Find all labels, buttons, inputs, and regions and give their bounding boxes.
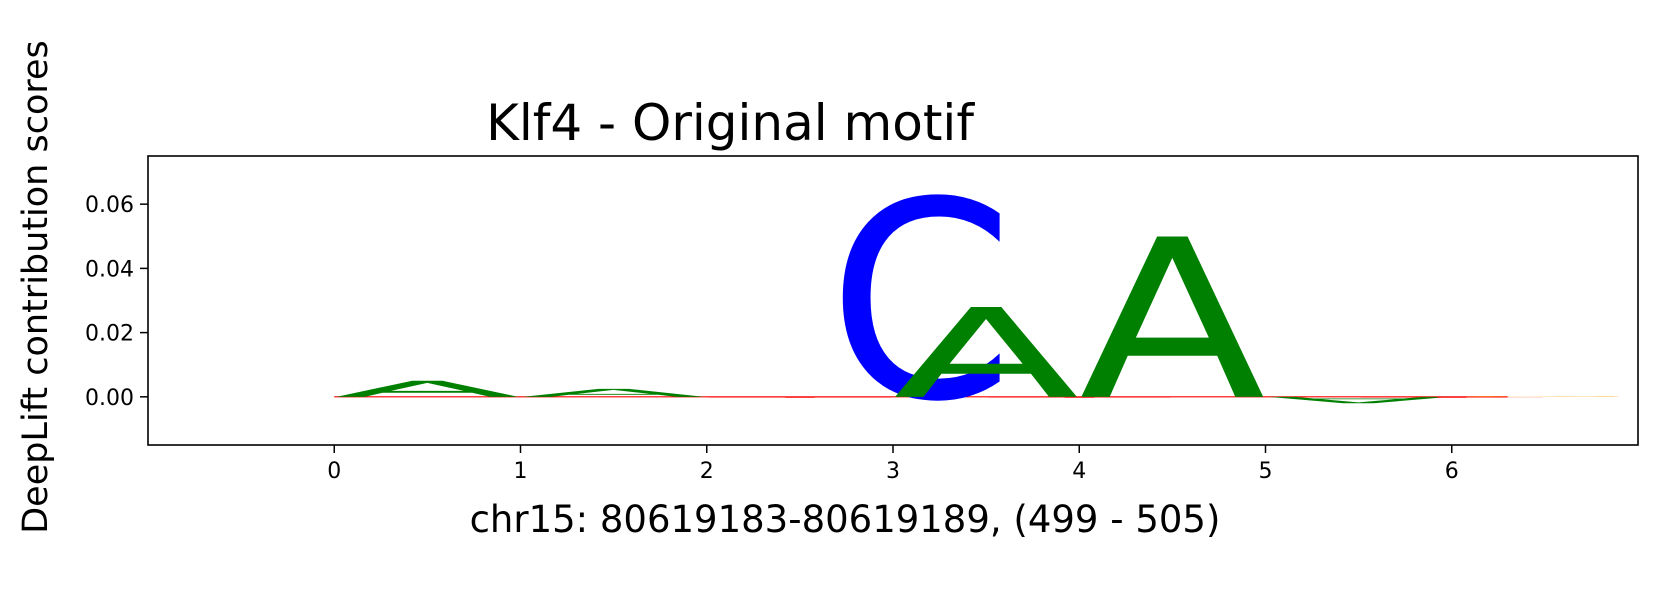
logo-letter-t-pos-8: T	[1360, 397, 1544, 399]
x-ticks: 0 1 2 3 4 5 6	[327, 445, 1459, 484]
y-tick-label: 0.00	[85, 386, 134, 411]
logo-letter-a-pos-4: A	[893, 283, 1079, 426]
x-tick-label: 2	[700, 459, 714, 484]
svg-text:A: A	[1266, 395, 1452, 405]
x-tick-label: 5	[1259, 459, 1273, 484]
x-tick-label: 1	[514, 459, 528, 484]
logo-letter-c-pos-3: C	[828, 144, 1014, 461]
svg-text:G: G	[1452, 396, 1638, 397]
y-tick-label: 0.04	[85, 257, 134, 282]
logo-letter-t-pos-2: T	[708, 397, 892, 399]
x-axis-label: chr15: 80619183-80619189, (499 - 505)	[470, 498, 1221, 541]
svg-text:A: A	[1079, 193, 1265, 449]
svg-text:T: T	[1360, 397, 1544, 399]
logo-letter-a-pos-7: A	[1266, 395, 1452, 405]
logo-letter-g-pos-9: G	[1452, 396, 1638, 397]
x-tick-label: 4	[1072, 459, 1086, 484]
y-axis-label: DeepLift contribution scores	[16, 40, 56, 534]
svg-text:A: A	[334, 376, 520, 402]
svg-text:T: T	[988, 397, 1172, 399]
x-tick-label: 3	[886, 459, 900, 484]
y-tick-label: 0.06	[85, 193, 134, 218]
logo-letter-a-pos-1: A	[521, 387, 707, 400]
chart-title: Klf4 - Original motif	[486, 94, 975, 152]
y-tick-label: 0.02	[85, 322, 134, 347]
svg-text:T: T	[708, 397, 892, 399]
svg-text:A: A	[893, 283, 1079, 426]
logo-letter-a-pos-6: A	[1079, 193, 1265, 449]
svg-text:C: C	[828, 144, 1014, 461]
y-ticks: 0.00 0.02 0.04 0.06	[85, 193, 148, 411]
x-tick-label: 6	[1445, 459, 1459, 484]
logo-letter-t-pos-5: T	[988, 397, 1172, 399]
logo-letter-a-pos-0: A	[334, 376, 520, 402]
x-tick-label: 0	[327, 459, 341, 484]
svg-text:A: A	[521, 387, 707, 400]
